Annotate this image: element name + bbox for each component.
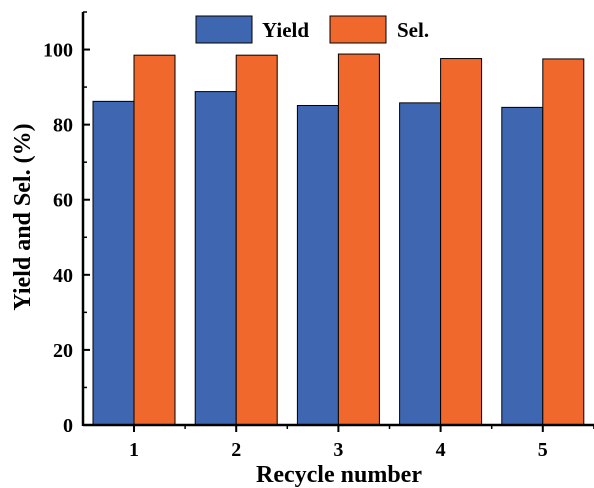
bars-group — [92, 53, 585, 426]
legend-swatch-sel — [329, 15, 387, 44]
bar-sel-4 — [440, 58, 483, 426]
legend-label-yield: Yield — [262, 18, 309, 42]
axes-group: 0 20 40 60 80 100 1 2 3 4 5 — [43, 11, 594, 461]
legend: Yield Sel. — [195, 15, 429, 44]
y-axis-title: Yield and Sel. (%) — [10, 123, 36, 310]
x-tick-label-5: 5 — [538, 439, 548, 461]
bar-yield-4 — [399, 102, 442, 426]
bar-yield-2 — [194, 91, 237, 426]
x-tick-label-1: 1 — [129, 439, 139, 461]
bar-yield-3 — [296, 104, 339, 426]
y-tick-label-0: 0 — [63, 415, 73, 437]
bar-sel-5 — [542, 58, 585, 426]
x-axis-title: Recycle number — [256, 462, 422, 488]
legend-label-sel: Sel. — [397, 18, 429, 42]
y-tick-label-100: 100 — [43, 40, 73, 62]
bar-sel-3 — [337, 53, 380, 426]
bar-sel-1 — [133, 54, 176, 426]
y-tick-label-40: 40 — [53, 265, 73, 287]
legend-swatch-yield — [195, 15, 253, 44]
y-tick-label-60: 60 — [53, 190, 73, 212]
x-tick-label-2: 2 — [231, 439, 241, 461]
x-tick-label-4: 4 — [436, 439, 446, 461]
y-tick-label-20: 20 — [53, 340, 73, 362]
x-tick-label-3: 3 — [333, 439, 343, 461]
y-tick-label-80: 80 — [53, 115, 73, 137]
bar-yield-1 — [92, 100, 135, 426]
bar-yield-5 — [501, 106, 544, 426]
bar-sel-2 — [235, 54, 278, 426]
